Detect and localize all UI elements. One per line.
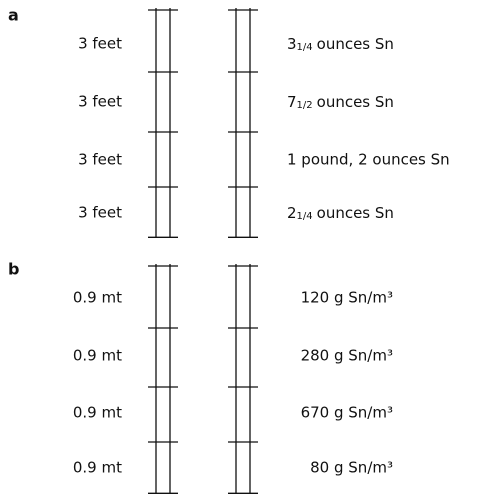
amount-label: 670 g Sn/m³: [301, 404, 393, 422]
depth-label: 0.9 mt: [73, 404, 122, 422]
amount-label: 21/4 ounces Sn: [287, 204, 394, 223]
amount-label: 1 pound, 2 ounces Sn: [287, 151, 450, 169]
amount-fraction: 1/2: [297, 100, 313, 111]
depth-label: 3 feet: [78, 35, 122, 53]
amount-whole: 3: [287, 35, 297, 53]
amount-whole: 2: [287, 204, 297, 222]
amount-label: 120 g Sn/m³: [301, 289, 393, 307]
amount-label: 280 g Sn/m³: [301, 347, 393, 365]
panel-label: a: [8, 6, 19, 25]
amount-rest: ounces Sn: [317, 93, 394, 111]
depth-label: 0.9 mt: [73, 459, 122, 477]
amount-rest: ounces Sn: [317, 35, 394, 53]
amount-fraction: 1/4: [297, 211, 313, 222]
amount-whole: 7: [287, 93, 297, 111]
amount-fraction: 1/4: [297, 42, 313, 53]
amount-label: 31/4 ounces Sn: [287, 35, 394, 54]
depth-label: 3 feet: [78, 93, 122, 111]
depth-label: 3 feet: [78, 204, 122, 222]
panel-label: b: [8, 260, 19, 279]
amount-label: 71/2 ounces Sn: [287, 93, 394, 112]
amount-rest: ounces Sn: [317, 204, 394, 222]
amount-label: 80 g Sn/m³: [310, 459, 393, 477]
depth-label: 0.9 mt: [73, 347, 122, 365]
depth-label: 3 feet: [78, 151, 122, 169]
depth-label: 0.9 mt: [73, 289, 122, 307]
